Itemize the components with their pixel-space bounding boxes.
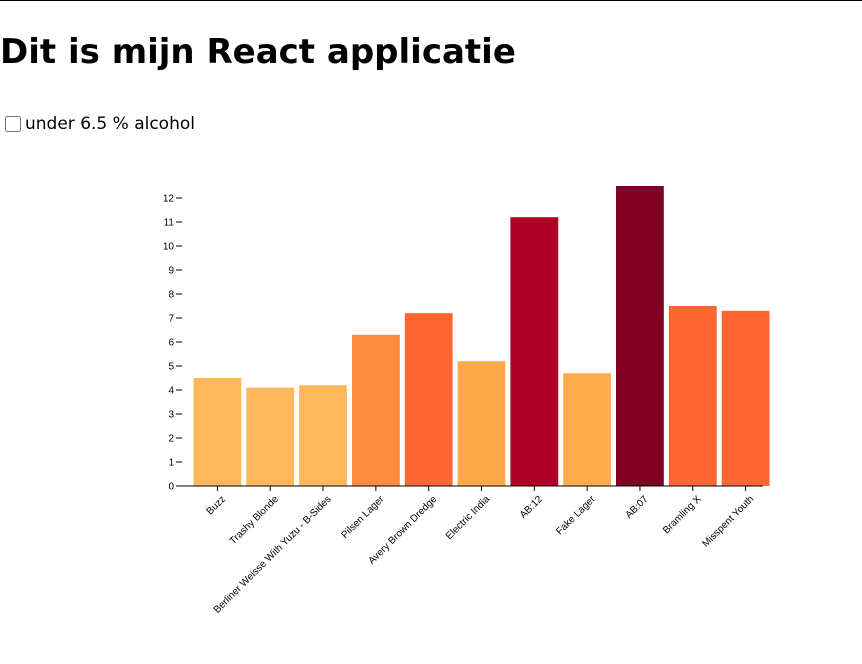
top-border	[0, 0, 862, 1]
y-tick-label-8: 8	[168, 290, 174, 301]
x-tick-label-6: AB:12	[518, 494, 545, 521]
x-tick-label-1: Trashy Blonde	[228, 494, 281, 547]
y-tick-label-11: 11	[164, 218, 175, 229]
bar-2	[299, 385, 347, 486]
x-tick-label-10: Misspent Youth	[701, 494, 757, 550]
bar-6	[510, 217, 559, 486]
bar-1	[246, 387, 295, 486]
y-tick-label-4: 4	[168, 386, 174, 397]
x-tick-label-5: Electric India	[444, 494, 493, 543]
y-tick-label-2: 2	[168, 434, 174, 445]
bar-3	[352, 334, 400, 486]
bar-0	[193, 378, 242, 486]
y-tick-label-0: 0	[168, 482, 174, 493]
y-tick-label-6: 6	[168, 338, 174, 349]
x-tick-label-9: Bramling X	[661, 494, 704, 537]
y-tick-label-7: 7	[168, 314, 174, 325]
x-tick-label-7: Fake Lager	[554, 493, 598, 537]
y-tick-label-3: 3	[168, 410, 174, 421]
bar-10	[721, 310, 770, 486]
y-tick-label-12: 12	[163, 194, 175, 205]
bar-9	[668, 306, 717, 486]
y-tick-label-9: 9	[168, 266, 174, 277]
y-tick-label-1: 1	[168, 458, 174, 469]
bar-7	[563, 373, 611, 486]
y-tick-label-5: 5	[168, 362, 174, 373]
y-tick-label-10: 10	[163, 242, 175, 253]
bar-8	[616, 186, 664, 486]
x-tick-label-8: AB:07	[624, 494, 651, 521]
x-tick-label-2: Berliner Weisse With Yuzu - B-Sides	[212, 494, 334, 616]
x-tick-label-0: Buzz	[205, 494, 229, 518]
page-title: Dit is mijn React applicatie	[0, 32, 516, 72]
x-tick-label-3: Pilsen Lager	[339, 493, 387, 541]
bar-4	[404, 313, 453, 486]
alcohol-filter[interactable]: under 6.5 % alcohol	[5, 114, 195, 134]
bars-group	[193, 186, 770, 486]
alcohol-filter-checkbox[interactable]	[5, 116, 21, 132]
bar-5	[457, 361, 506, 486]
alcohol-filter-label: under 6.5 % alcohol	[25, 114, 195, 134]
